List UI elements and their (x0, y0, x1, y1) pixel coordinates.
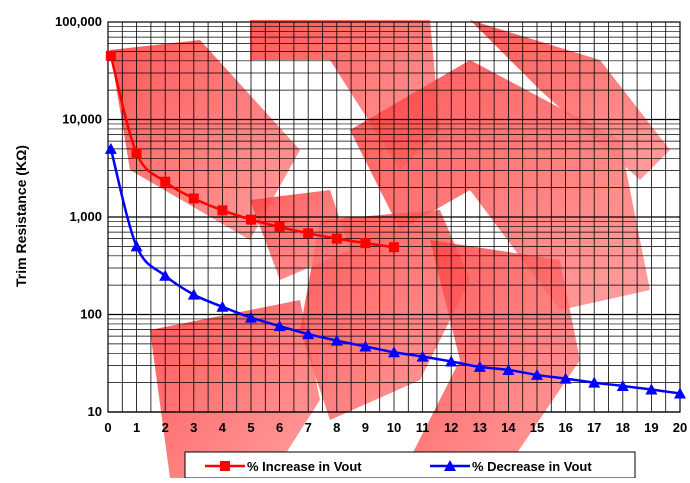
y-axis-ticks: 10 100 1,000 10,000 100,000 (55, 14, 102, 419)
data-point (160, 176, 171, 187)
data-point (645, 383, 658, 395)
data-point (131, 148, 142, 159)
data-point (217, 205, 228, 216)
data-point (389, 242, 399, 253)
series-decrease (104, 142, 686, 399)
data-point (388, 346, 400, 358)
chart-legend: % Increase in Vout % Decrease in Vout (184, 451, 636, 479)
x-tick-label: 1 (133, 420, 140, 435)
legend-label: % Increase in Vout (247, 459, 362, 474)
data-point (502, 363, 515, 375)
data-point (360, 238, 371, 249)
data-point (616, 379, 629, 391)
x-tick-label: 15 (530, 420, 544, 435)
data-point (359, 340, 372, 352)
legend-marker (444, 460, 456, 471)
data-point (273, 320, 286, 332)
x-tick-label: 16 (558, 420, 572, 435)
data-point (331, 233, 342, 244)
x-tick-label: 10 (387, 420, 401, 435)
data-point (473, 360, 486, 372)
watermark-shape (150, 300, 320, 478)
data-point (416, 350, 429, 362)
x-tick-label: 14 (501, 420, 516, 435)
x-tick-label: 8 (333, 420, 340, 435)
data-point (330, 334, 343, 346)
chart-series (104, 50, 686, 399)
data-point (216, 300, 229, 312)
data-point (531, 368, 543, 380)
series-increase (105, 50, 399, 253)
data-point (302, 328, 315, 340)
x-tick-label: 4 (219, 420, 227, 435)
legend-box (184, 451, 636, 479)
y-tick-label: 10,000 (62, 112, 102, 127)
data-point (159, 269, 172, 281)
data-point (187, 288, 200, 300)
x-tick-label: 6 (276, 420, 283, 435)
legend-item: % Decrease in Vout (430, 459, 592, 474)
legend-item: % Increase in Vout (205, 459, 362, 474)
legend-label: % Decrease in Vout (472, 459, 592, 474)
watermark-shape (400, 240, 580, 478)
data-point (104, 142, 117, 154)
data-point (674, 387, 686, 399)
x-tick-label: 13 (473, 420, 487, 435)
x-axis-ticks: 0 1 2 3 4 5 6 7 8 9 10 11 12 13 14 15 16 17 18 19 20 (104, 420, 687, 435)
watermark-shape (350, 60, 650, 310)
x-tick-label: 7 (305, 420, 312, 435)
data-point (559, 372, 572, 384)
data-point (188, 193, 199, 204)
data-point (274, 221, 285, 232)
data-point (245, 311, 257, 323)
data-point (303, 228, 314, 239)
x-tick-label: 2 (162, 420, 169, 435)
x-tick-label: 20 (673, 420, 687, 435)
x-tick-label: 18 (616, 420, 630, 435)
data-point (445, 355, 458, 367)
x-tick-label: 11 (416, 420, 430, 435)
y-tick-label: 100 (80, 307, 102, 322)
data-point (588, 376, 601, 388)
watermark-shape (250, 190, 350, 280)
x-tick-label: 3 (190, 420, 197, 435)
y-tick-label: 100,000 (55, 14, 102, 29)
watermark-logo (110, 20, 670, 478)
plot-grid (107, 21, 681, 413)
data-point (246, 214, 256, 225)
legend-marker (220, 461, 230, 471)
watermark-shape (470, 20, 670, 180)
x-tick-label: 12 (444, 420, 458, 435)
x-tick-label: 9 (362, 420, 369, 435)
x-tick-label: 5 (247, 420, 254, 435)
y-axis-label: Trim Resistance (KΩ) (13, 145, 29, 287)
x-tick-label: 19 (644, 420, 658, 435)
x-tick-label: 0 (104, 420, 111, 435)
y-tick-label: 1,000 (69, 209, 102, 224)
data-point (130, 240, 143, 252)
x-tick-label: 17 (587, 420, 601, 435)
y-tick-label: 10 (88, 404, 102, 419)
data-point (105, 50, 116, 61)
